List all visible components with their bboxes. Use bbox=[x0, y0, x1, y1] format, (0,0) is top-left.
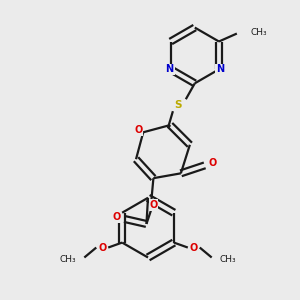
Text: O: O bbox=[134, 125, 142, 135]
Text: O: O bbox=[190, 242, 198, 253]
Text: O: O bbox=[98, 242, 106, 253]
Text: N: N bbox=[166, 64, 174, 74]
Text: O: O bbox=[208, 158, 217, 168]
Text: CH₃: CH₃ bbox=[251, 28, 267, 37]
Text: CH₃: CH₃ bbox=[60, 255, 76, 264]
Text: O: O bbox=[112, 212, 121, 222]
Text: O: O bbox=[149, 200, 158, 210]
Text: CH₃: CH₃ bbox=[220, 255, 236, 264]
Text: N: N bbox=[216, 64, 224, 74]
Text: S: S bbox=[174, 100, 182, 110]
